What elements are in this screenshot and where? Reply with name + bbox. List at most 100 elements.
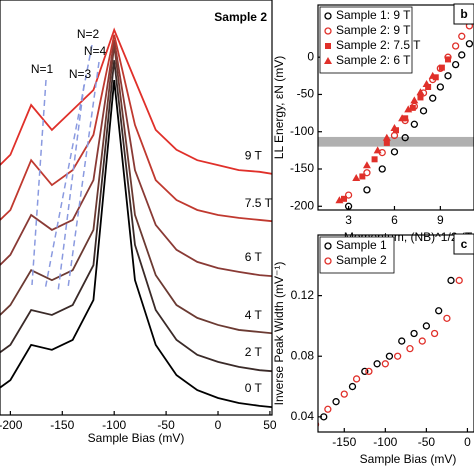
- marker: [390, 148, 399, 156]
- marker: [410, 120, 419, 128]
- series-label: 6 T: [245, 250, 263, 264]
- marker: [325, 43, 331, 49]
- marker: [324, 27, 332, 35]
- x-tick-label: -50: [418, 435, 436, 449]
- marker: [398, 114, 407, 122]
- x-axis-label: Sample Bias (mV): [360, 452, 457, 466]
- peak-label: N=3: [69, 67, 92, 81]
- x-tick-label: -150: [50, 418, 74, 432]
- plot-area: [0, 27, 272, 409]
- series-label: 0 T: [245, 381, 263, 395]
- marker: [447, 276, 455, 285]
- marker: [348, 382, 357, 391]
- marker: [352, 173, 361, 181]
- marker: [341, 195, 347, 202]
- marker: [365, 367, 373, 376]
- marker: [435, 307, 443, 315]
- x-tick-label: 9: [437, 213, 444, 227]
- peak-label: N=1: [31, 62, 54, 76]
- legend-label: Sample 1: 9 T: [336, 8, 411, 22]
- marker: [361, 367, 369, 376]
- marker: [418, 337, 426, 345]
- legend-label: Sample 2: [336, 253, 387, 267]
- marker: [451, 42, 460, 50]
- spectrum-line: [0, 39, 272, 278]
- spectrum-line: [0, 60, 272, 373]
- marker: [393, 352, 402, 360]
- peak-guide: [44, 44, 93, 291]
- marker: [401, 134, 409, 142]
- marker: [335, 196, 344, 204]
- y-tick-label: 0.08: [291, 348, 315, 362]
- marker: [465, 40, 474, 48]
- marker: [324, 12, 332, 20]
- x-axis-label: Sample Bias (mV): [88, 431, 185, 445]
- peak-guide: [31, 79, 47, 286]
- x-tick-label: 0: [464, 435, 471, 449]
- marker: [410, 96, 419, 104]
- y-tick-label: 0.04: [291, 409, 315, 423]
- axes-frame: [317, 4, 474, 211]
- marker: [410, 329, 418, 338]
- x-tick-label: -50: [157, 418, 175, 432]
- marker: [458, 51, 466, 59]
- marker: [416, 88, 425, 96]
- marker: [451, 60, 460, 69]
- marker: [344, 191, 353, 199]
- y-tick-label: 0: [307, 49, 314, 63]
- x-tick-label: -100: [102, 418, 126, 432]
- plot-area: [318, 22, 474, 210]
- axes-frame: [0, 0, 273, 416]
- legend-box: [319, 6, 413, 74]
- marker: [458, 32, 466, 40]
- marker: [324, 242, 332, 250]
- marker: [417, 94, 424, 101]
- peak-guide: [57, 84, 85, 293]
- x-tick-label: -100: [373, 435, 397, 449]
- series-label: 9 T: [245, 148, 263, 162]
- marker: [324, 405, 332, 413]
- marker: [429, 94, 437, 102]
- marker: [409, 104, 416, 111]
- marker: [419, 107, 428, 115]
- marker: [373, 146, 382, 154]
- legend-box: [319, 236, 395, 274]
- marker: [385, 352, 394, 360]
- marker: [406, 345, 414, 353]
- panel-label: c: [461, 237, 468, 251]
- marker: [438, 64, 445, 71]
- marker: [445, 56, 451, 63]
- marker: [428, 71, 437, 79]
- marker: [382, 133, 391, 141]
- marker: [362, 161, 371, 169]
- marker: [455, 276, 463, 285]
- legend-label: Sample 1: [336, 238, 387, 252]
- marker: [363, 169, 371, 177]
- axes-frame: [317, 234, 474, 433]
- marker: [398, 337, 406, 345]
- marker: [363, 186, 371, 194]
- panel-label-box: [453, 3, 474, 25]
- marker: [378, 165, 386, 173]
- marker: [373, 360, 381, 368]
- spectrum-line: [0, 27, 272, 175]
- series-label: 7.5 T: [245, 196, 273, 210]
- x-tick-label: -150: [332, 435, 356, 449]
- marker: [422, 80, 431, 88]
- peak-label: N=2: [77, 27, 100, 41]
- marker: [444, 72, 452, 80]
- x-tick-label: 0: [215, 418, 222, 432]
- panel-label: b: [460, 7, 467, 21]
- spectrum-line: [0, 44, 272, 335]
- spectrum-line: [0, 80, 272, 409]
- x-tick-label: 50: [263, 418, 277, 432]
- marker: [430, 329, 439, 338]
- x-tick-label: 6: [391, 213, 398, 227]
- legend-label: Sample 2: 9 T: [336, 23, 411, 37]
- marker: [324, 57, 332, 64]
- peak-label: N=4: [84, 44, 107, 58]
- marker: [371, 156, 378, 163]
- marker: [340, 390, 348, 398]
- marker: [402, 115, 409, 122]
- marker: [324, 257, 332, 265]
